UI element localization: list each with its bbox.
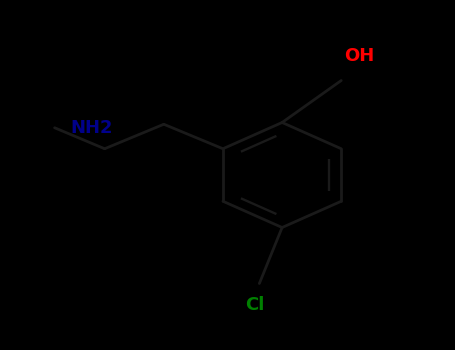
Text: OH: OH: [344, 47, 374, 65]
Text: Cl: Cl: [245, 295, 264, 314]
Text: NH2: NH2: [71, 119, 113, 137]
